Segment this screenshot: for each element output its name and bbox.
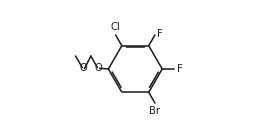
Text: F: F [157, 29, 163, 39]
Text: O: O [80, 63, 87, 73]
Text: Br: Br [149, 106, 160, 116]
Text: Cl: Cl [110, 22, 120, 32]
Text: O: O [94, 63, 102, 73]
Text: F: F [177, 64, 183, 74]
